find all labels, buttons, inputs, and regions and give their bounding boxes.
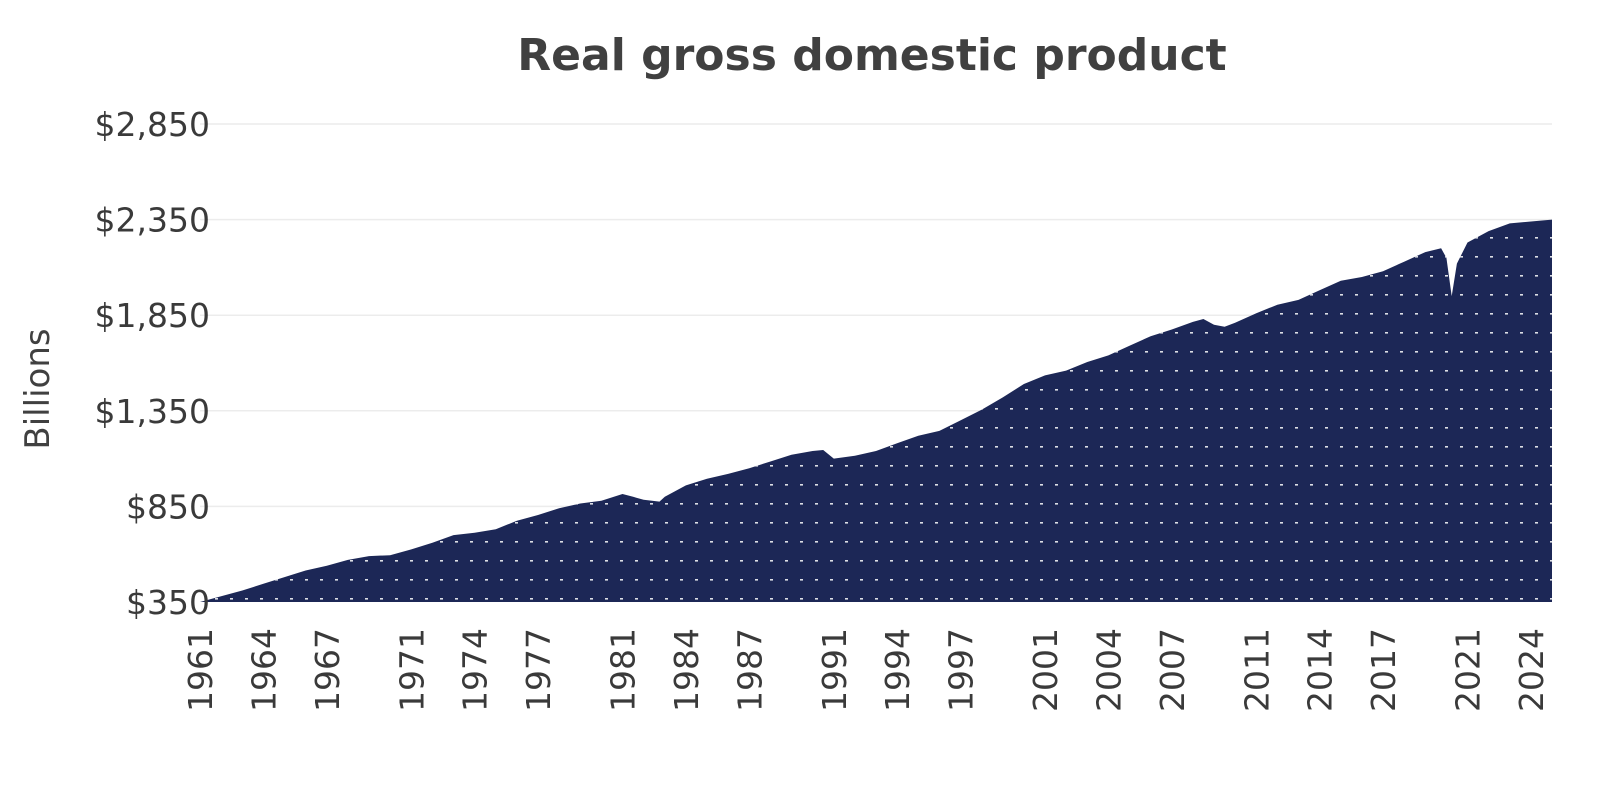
x-axis-ticks: 1961 1964 1967 1971 1974 1977 1981 1984 1987 1991… [181, 628, 1551, 712]
x-tick-label: 2021 [1449, 628, 1488, 712]
chart-title: Real gross domestic product [517, 30, 1226, 81]
x-tick-label: 1977 [519, 628, 558, 712]
y-tick-label: $2,850 [95, 105, 210, 144]
y-tick-label: $350 [126, 583, 210, 622]
x-tick-label: 2007 [1153, 628, 1192, 712]
gdp-area-pattern [200, 219, 1552, 602]
x-tick-label: 2001 [1026, 628, 1065, 712]
x-tick-label: 1971 [392, 628, 431, 712]
x-tick-label: 1974 [456, 628, 495, 712]
x-tick-label: 1964 [244, 628, 283, 712]
x-tick-label: 1967 [308, 628, 347, 712]
x-tick-label: 1994 [878, 628, 917, 712]
x-tick-label: 1961 [181, 628, 220, 712]
x-tick-label: 2004 [1089, 628, 1128, 712]
x-tick-label: 2024 [1512, 628, 1551, 712]
y-tick-label: $1,850 [95, 296, 210, 335]
x-tick-label: 2011 [1237, 628, 1276, 712]
area-series [200, 219, 1552, 602]
x-tick-label: 2017 [1364, 628, 1403, 712]
x-tick-label: 1981 [604, 628, 643, 712]
x-tick-label: 1997 [942, 628, 981, 712]
x-tick-label: 2014 [1301, 628, 1340, 712]
x-tick-label: 1987 [730, 628, 769, 712]
y-tick-label: $850 [126, 487, 210, 526]
y-tick-label: $2,350 [95, 201, 210, 240]
y-tick-label: $1,350 [95, 392, 210, 431]
x-tick-label: 1984 [667, 628, 706, 712]
x-tick-label: 1991 [815, 628, 854, 712]
y-axis-label: Billions [18, 328, 58, 449]
y-axis-ticks: $350 $850 $1,350 $1,850 $2,350 $2,850 [95, 105, 210, 622]
